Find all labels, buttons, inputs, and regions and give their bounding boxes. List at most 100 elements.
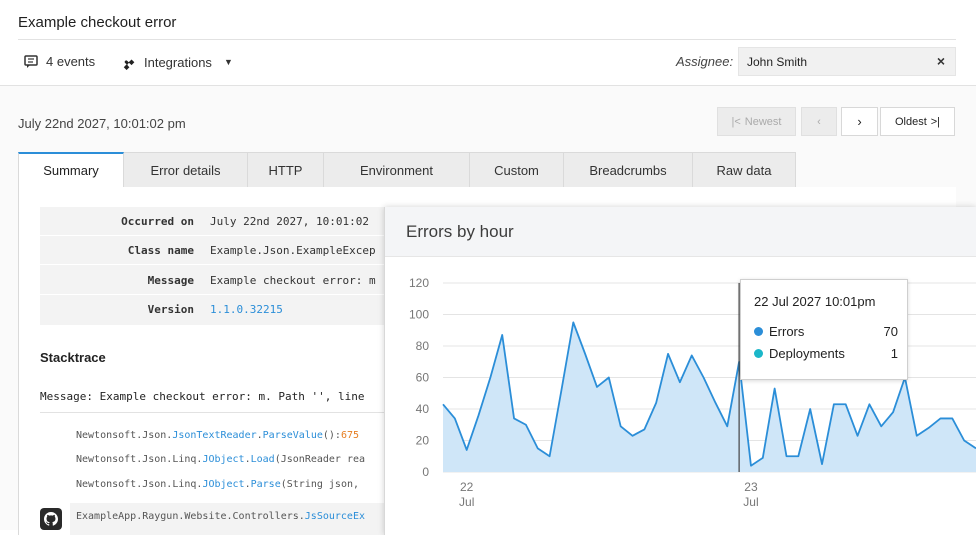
summary-key: Class name: [127, 244, 194, 257]
summary-key: Message: [147, 274, 194, 287]
errors-area: [443, 322, 976, 472]
chevron-left-icon: ‹: [817, 115, 821, 128]
frame-class: JObject: [202, 454, 245, 465]
frame-class: JObject: [202, 479, 245, 490]
assignee-value: John Smith: [747, 55, 808, 69]
events-button[interactable]: 4 events: [24, 54, 95, 69]
frame-method: Load: [250, 454, 275, 465]
tab-environment[interactable]: Environment: [324, 152, 470, 188]
last-icon: >|: [930, 115, 941, 128]
events-label: 4 events: [46, 54, 96, 69]
frame-namespace: Newtonsoft.Json.Linq.: [76, 454, 203, 465]
chart-tooltip: 22 Jul 2027 10:01pm Errors 70 Deployment…: [740, 279, 908, 380]
y-tick-label: 100: [409, 308, 429, 322]
y-tick-label: 0: [422, 465, 429, 479]
summary-value: Example.Json.ExampleExcep: [210, 244, 376, 257]
assignee-label: Assignee:: [676, 54, 734, 69]
frame-args: (String json,: [280, 479, 360, 490]
x-tick-month: Jul: [743, 495, 758, 509]
summary-key: Version: [147, 303, 194, 316]
chart-title: Errors by hour: [406, 222, 514, 241]
summary-row-version: Version 1.1.0.32215: [40, 295, 384, 324]
summary-row-occurred: Occurred on July 22nd 2027, 10:01:02: [40, 207, 384, 236]
tooltip-row-deployments: Deployments 1: [754, 346, 898, 361]
stacktrace-message: Message: Example checkout error: m. Path…: [40, 390, 365, 403]
tooltip-series-name: Errors: [769, 324, 805, 339]
puzzle-icon: [123, 59, 135, 70]
comment-icon: [24, 55, 38, 68]
summary-table: Occurred on July 22nd 2027, 10:01:02 Cla…: [40, 207, 384, 325]
frame-method: ParseValue: [262, 430, 323, 441]
github-icon[interactable]: [40, 508, 62, 530]
issue-toolbar: 4 events Integrations ▼ Assignee: John S…: [0, 40, 976, 86]
series-dot-icon: [754, 349, 763, 358]
popup-header: Errors by hour: [385, 207, 976, 257]
stacktrace-title: Stacktrace: [40, 350, 106, 365]
summary-row-message: Message Example checkout error: m: [40, 266, 384, 295]
caret-down-icon: ▼: [223, 57, 233, 67]
tooltip-series-value: 1: [890, 346, 898, 361]
frame-class: JsSourceEx: [304, 511, 365, 522]
frame-separator: .: [256, 430, 263, 441]
x-tick-month: Jul: [459, 495, 474, 509]
frame-line: 675: [340, 430, 359, 441]
y-tick-label: 20: [416, 434, 430, 448]
frame-separator: .: [244, 479, 251, 490]
y-tick-label: 60: [416, 371, 430, 385]
frame-namespace: ExampleApp.Raygun.Website.Controllers.: [76, 511, 305, 522]
y-tick-label: 120: [409, 276, 429, 290]
version-link[interactable]: 1.1.0.32215: [210, 303, 283, 316]
stack-frame[interactable]: Newtonsoft.Json.Linq.JObject.Parse(Strin…: [76, 479, 359, 490]
github-glyph: [44, 512, 58, 526]
summary-value: July 22nd 2027, 10:01:02: [210, 215, 369, 228]
frame-highlight: [70, 503, 384, 535]
tooltip-title: 22 Jul 2027 10:01pm: [754, 294, 876, 309]
tooltip-series-name: Deployments: [769, 346, 845, 361]
errors-line: [442, 321, 976, 467]
tab-custom[interactable]: Custom: [470, 152, 564, 188]
y-tick-label: 40: [416, 402, 430, 416]
first-icon: |<: [731, 115, 741, 128]
frame-args: (JsonReader rea: [274, 454, 366, 465]
tab-raw-data[interactable]: Raw data: [693, 152, 796, 188]
x-tick-day: 22: [460, 480, 474, 494]
frame-class: JsonTextReader: [172, 430, 257, 441]
summary-key: Occurred on: [121, 215, 194, 228]
summary-value: Example checkout error: m: [210, 274, 376, 287]
title-divider: [18, 39, 956, 40]
tooltip-series-value: 70: [883, 324, 898, 339]
tab-breadcrumbs[interactable]: Breadcrumbs: [564, 152, 693, 188]
series-dot-icon: [754, 327, 763, 336]
errors-by-hour-popup: Errors by hour 0 20 40 60 80 100 120 22 Jul 23 Jul: [384, 207, 976, 535]
previous-button[interactable]: ‹: [801, 107, 837, 136]
assignee-select[interactable]: John Smith ×: [738, 47, 956, 76]
detail-tabs: Summary Error details HTTP Environment C…: [18, 152, 796, 188]
frame-separator: .: [244, 454, 251, 465]
frame-args: ():: [322, 430, 341, 441]
tab-http[interactable]: HTTP: [248, 152, 324, 188]
integrations-label: Integrations: [144, 54, 212, 70]
summary-row-class: Class name Example.Json.ExampleExcep: [40, 236, 384, 265]
occurrence-timestamp: July 22nd 2027, 10:01:02 pm: [18, 116, 186, 131]
newest-label: Newest: [744, 115, 782, 128]
y-tick-label: 80: [416, 339, 430, 353]
tooltip-row-errors: Errors 70: [754, 324, 898, 339]
newest-button[interactable]: |< Newest: [717, 107, 796, 136]
frame-namespace: Newtonsoft.Json.: [76, 430, 173, 441]
tab-summary[interactable]: Summary: [18, 152, 124, 188]
tab-error-details[interactable]: Error details: [124, 152, 248, 188]
page-title: Example checkout error: [18, 14, 177, 31]
chevron-right-icon: ›: [857, 114, 862, 129]
oldest-button[interactable]: Oldest >|: [880, 107, 955, 136]
integrations-dropdown[interactable]: Integrations ▼: [120, 54, 233, 70]
next-button[interactable]: ›: [841, 107, 878, 136]
frame-method: Parse: [250, 479, 281, 490]
stack-frame[interactable]: Newtonsoft.Json.Linq.JObject.Load(JsonRe…: [76, 454, 365, 465]
oldest-label: Oldest: [894, 115, 927, 128]
frame-namespace: Newtonsoft.Json.Linq.: [76, 479, 203, 490]
stacktrace-divider: [40, 412, 384, 413]
stack-frame[interactable]: ExampleApp.Raygun.Website.Controllers.Js…: [76, 511, 365, 522]
stack-frame[interactable]: Newtonsoft.Json.JsonTextReader.ParseValu…: [76, 430, 359, 441]
clear-assignee-icon[interactable]: ×: [936, 53, 945, 69]
